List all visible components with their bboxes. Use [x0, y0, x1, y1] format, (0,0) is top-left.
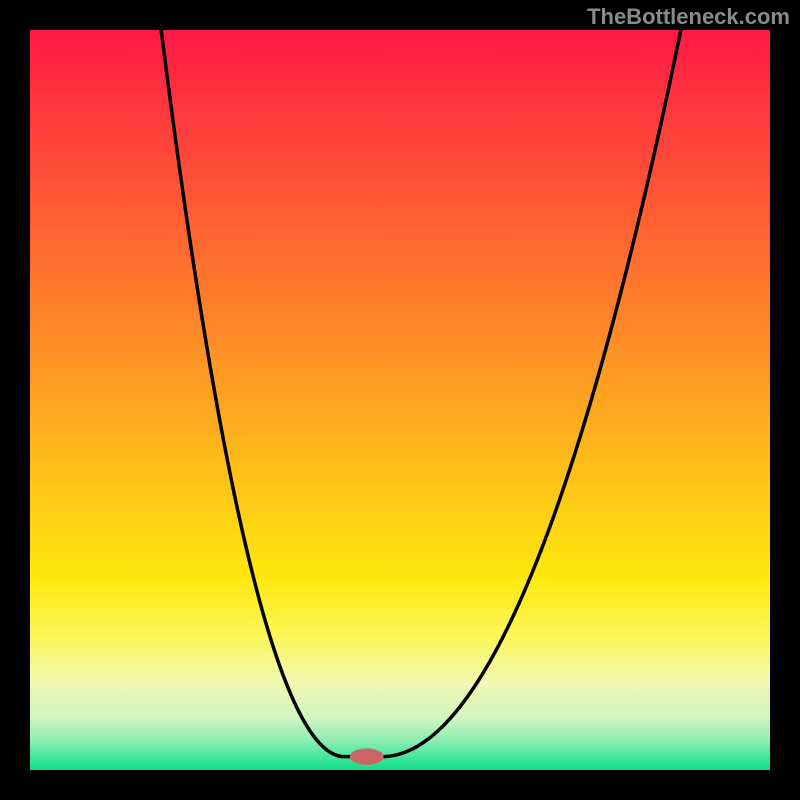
optimum-marker [350, 749, 384, 765]
plot-background [30, 30, 770, 770]
watermark-text: TheBottleneck.com [587, 4, 790, 30]
